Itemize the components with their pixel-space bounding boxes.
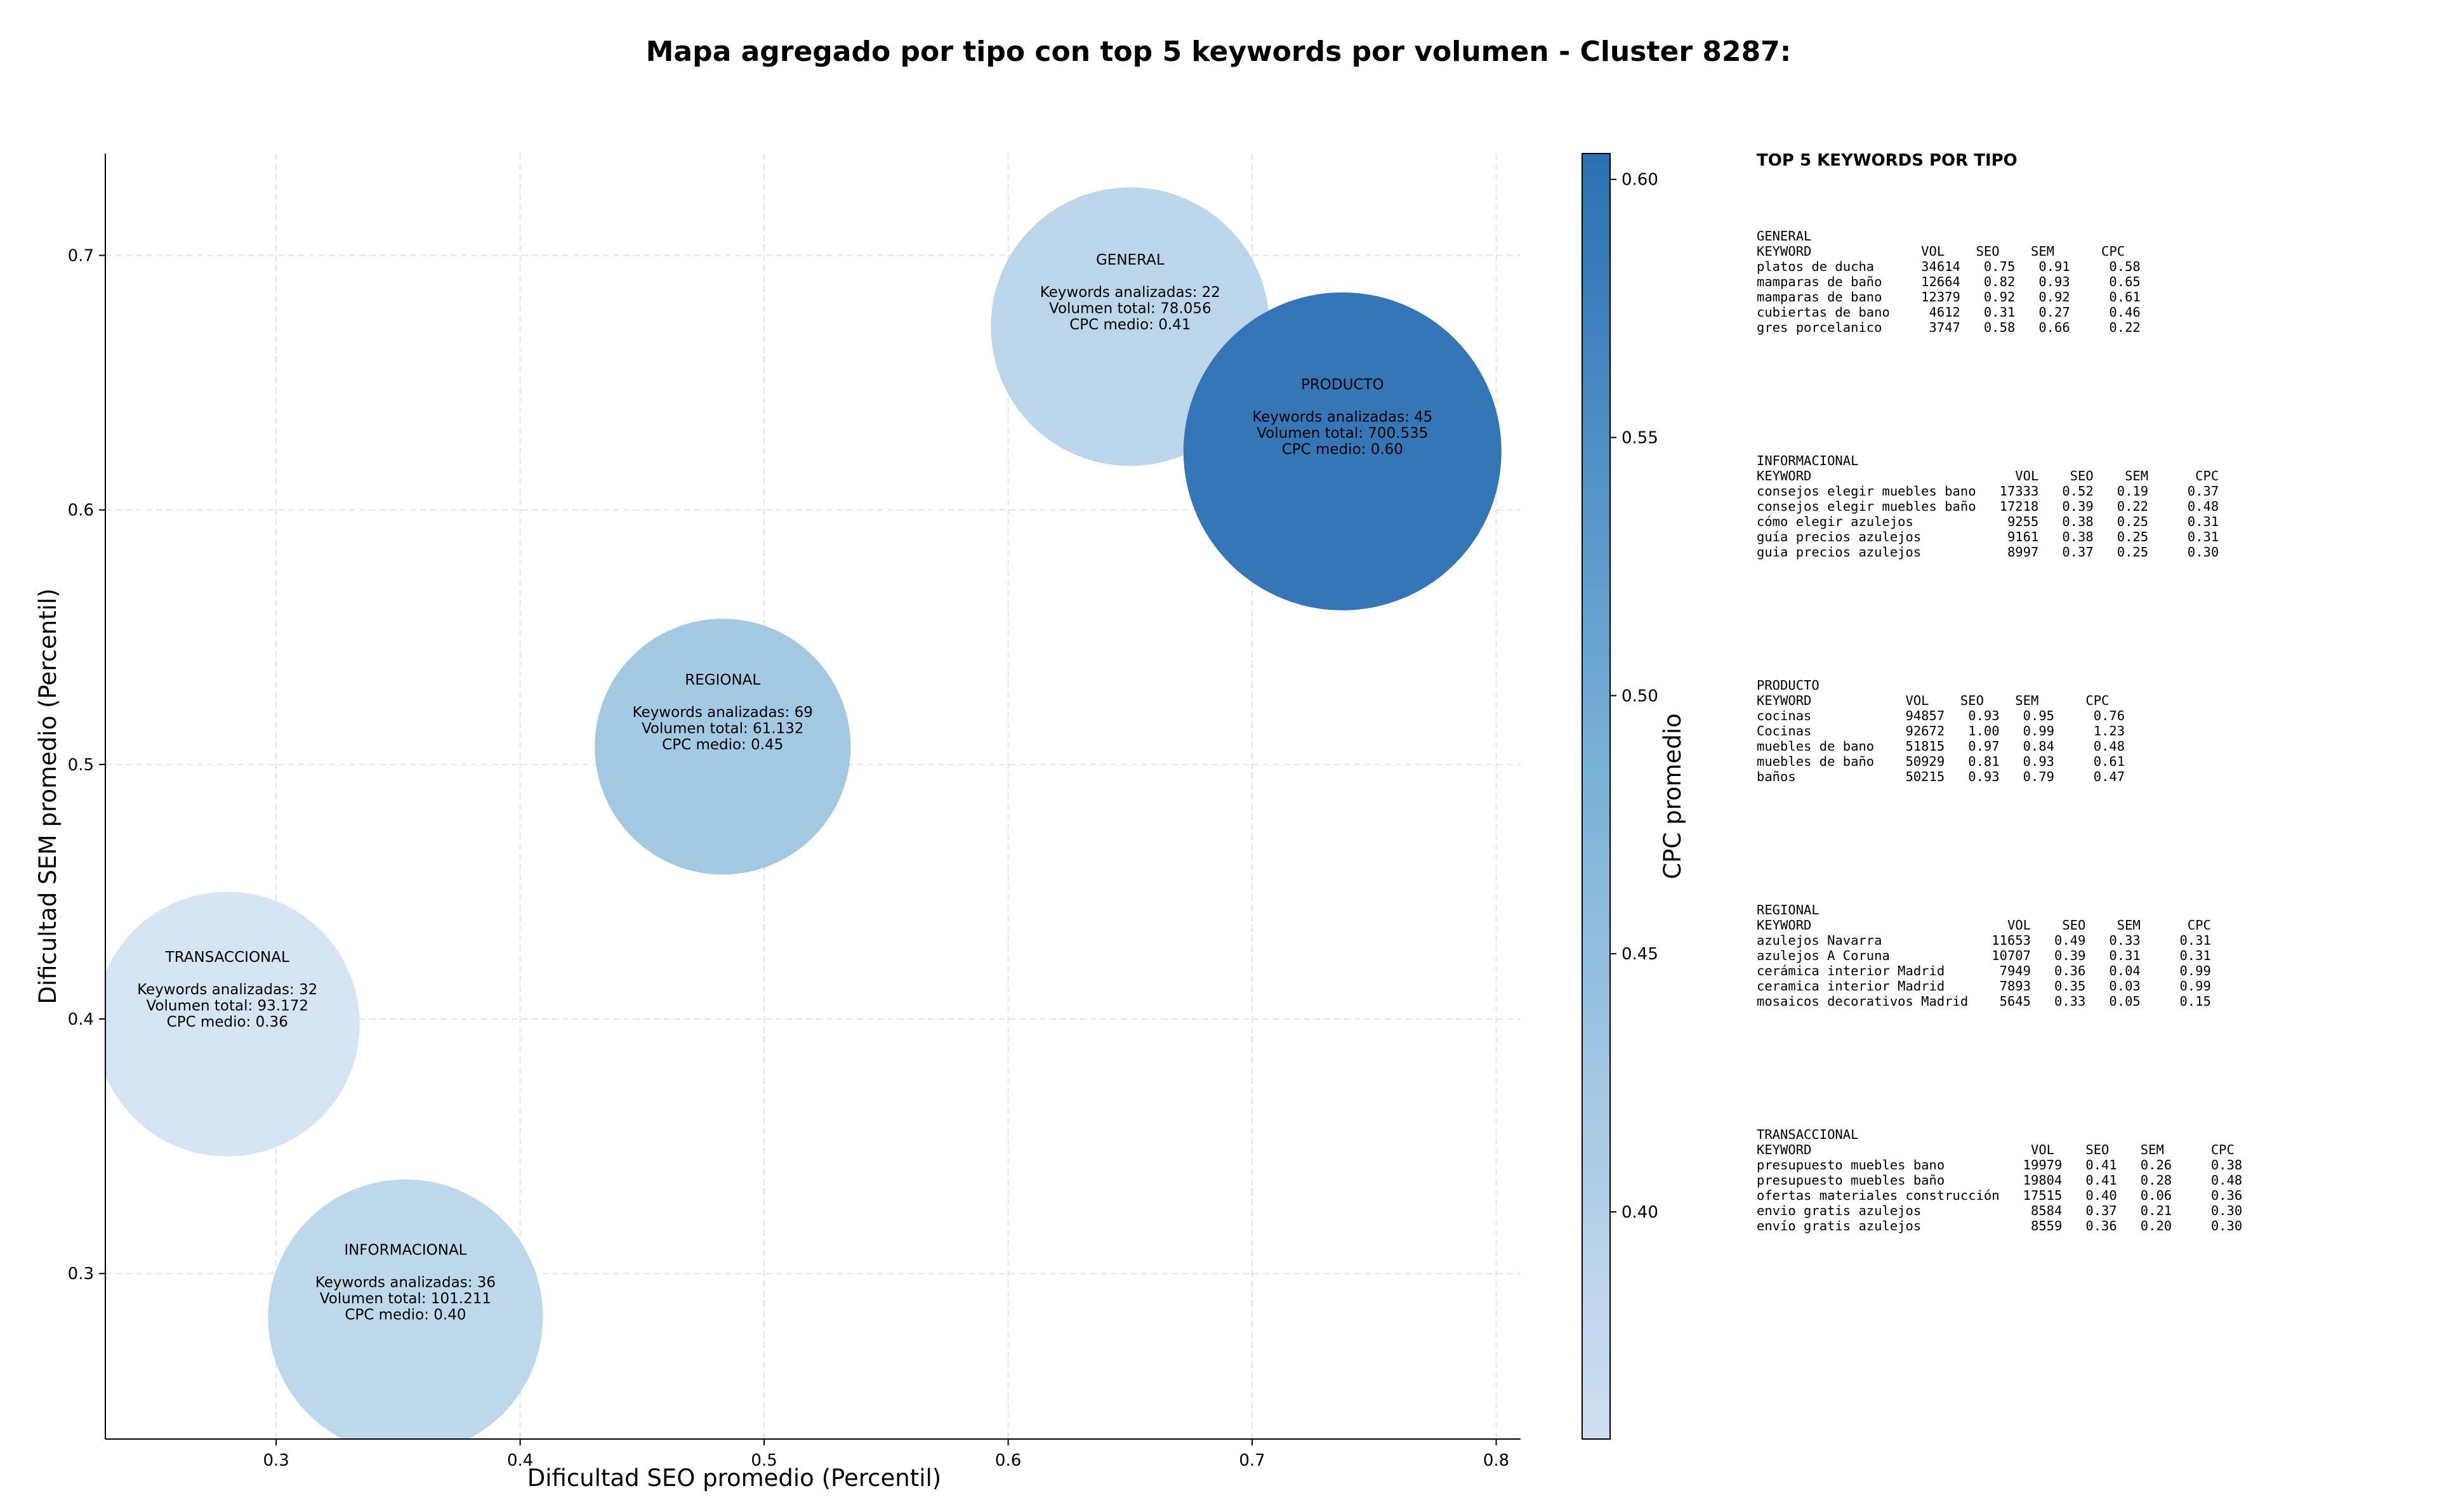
bubble-label-keywords-informacional: Keywords analizadas: 36 bbox=[315, 1274, 496, 1291]
colorbar-tick-label: 0.55 bbox=[1621, 429, 1658, 448]
bubble-informacional bbox=[268, 1179, 543, 1439]
keyword-tables: TOP 5 KEYWORDS POR TIPO GENERAL KEYWORD … bbox=[1757, 151, 2429, 1233]
chart-title: Mapa agregado por tipo con top 5 keyword… bbox=[645, 36, 1792, 68]
table-general-text: GENERAL KEYWORD VOL SEO SEM CPC platos d… bbox=[1757, 228, 2141, 335]
bubble-label-volume-informacional: Volumen total: 101.211 bbox=[320, 1291, 491, 1307]
y-tick-label: 0.4 bbox=[68, 1010, 94, 1029]
x-axis-label: Dificultad SEO promedio (Percentil) bbox=[527, 1464, 941, 1492]
bubble-regional bbox=[595, 619, 851, 875]
bubble-label-type-producto: PRODUCTO bbox=[1301, 376, 1384, 393]
bubble-label-cpc-transaccional: CPC medio: 0.36 bbox=[167, 1014, 288, 1030]
x-tick-label: 0.5 bbox=[751, 1451, 777, 1470]
colorbar-tick-label: 0.40 bbox=[1621, 1203, 1658, 1222]
bubble-label-type-regional: REGIONAL bbox=[685, 672, 760, 688]
x-tick-label: 0.4 bbox=[507, 1451, 533, 1470]
bubble-transaccional bbox=[105, 891, 360, 1157]
bubble-label-type-transaccional: TRANSACCIONAL bbox=[165, 949, 289, 966]
bubble-producto bbox=[1183, 292, 1502, 610]
bubble-label-cpc-general: CPC medio: 0.41 bbox=[1069, 317, 1191, 333]
colorbar-tick-label: 0.50 bbox=[1621, 687, 1658, 706]
table-producto-text: PRODUCTO KEYWORD VOL SEO SEM CPC cocinas… bbox=[1757, 678, 2125, 784]
bubble-label-cpc-regional: CPC medio: 0.45 bbox=[662, 737, 783, 753]
x-tick-label: 0.3 bbox=[263, 1451, 289, 1470]
colorbar-label: CPC promedio bbox=[1659, 713, 1686, 879]
bubble-label-type-general: GENERAL bbox=[1096, 252, 1165, 268]
x-tick-label: 0.6 bbox=[995, 1451, 1021, 1470]
bubble-label-volume-producto: Volumen total: 700.535 bbox=[1257, 425, 1428, 442]
bubbles bbox=[105, 187, 1502, 1439]
bubble-label-volume-regional: Volumen total: 61.132 bbox=[642, 720, 804, 737]
colorbar-gradient bbox=[1582, 153, 1611, 1440]
y-tick-label: 0.7 bbox=[68, 246, 94, 265]
colorbar-tick-label: 0.60 bbox=[1621, 171, 1658, 190]
bubble-label-volume-transaccional: Volumen total: 93.172 bbox=[146, 998, 308, 1015]
bubble-label-volume-general: Volumen total: 78.056 bbox=[1049, 300, 1212, 317]
bubble-label-keywords-producto: Keywords analizadas: 45 bbox=[1252, 409, 1432, 425]
bubble-label-keywords-general: Keywords analizadas: 22 bbox=[1040, 284, 1220, 301]
table-informacional-text: INFORMACIONAL KEYWORD VOL SEO SEM CPC co… bbox=[1757, 453, 2219, 560]
colorbar-tick-label: 0.45 bbox=[1621, 945, 1658, 964]
tables-heading: TOP 5 KEYWORDS POR TIPO bbox=[1757, 151, 2018, 170]
bubble-label-keywords-regional: Keywords analizadas: 69 bbox=[633, 704, 813, 721]
table-general: GENERAL KEYWORD VOL SEO SEM CPC platos d… bbox=[1757, 228, 2141, 335]
y-tick-label: 0.3 bbox=[68, 1265, 94, 1284]
y-tick-label: 0.5 bbox=[68, 756, 94, 775]
y-tick-label: 0.6 bbox=[68, 501, 94, 520]
x-tick-label: 0.8 bbox=[1483, 1451, 1509, 1470]
colorbar: 0.40 0.45 0.50 0.55 0.60 CPC promedio bbox=[1582, 153, 1686, 1440]
table-producto: PRODUCTO KEYWORD VOL SEO SEM CPC cocinas… bbox=[1757, 678, 2125, 784]
axes: 0.3 0.4 0.5 0.6 0.7 0.8 0.3 0.4 0.5 0.6 0.7 Dificul… bbox=[34, 154, 1521, 1492]
table-informacional: INFORMACIONAL KEYWORD VOL SEO SEM CPC co… bbox=[1757, 453, 2219, 560]
bubble-label-keywords-transaccional: Keywords analizadas: 32 bbox=[137, 982, 317, 998]
table-transaccional-text: TRANSACCIONAL KEYWORD VOL SEO SEM CPC pr… bbox=[1757, 1127, 2243, 1233]
table-regional: REGIONAL KEYWORD VOL SEO SEM CPC azulejo… bbox=[1757, 902, 2211, 1009]
bubble-label-type-informacional: INFORMACIONAL bbox=[344, 1242, 466, 1258]
bubble-label-cpc-producto: CPC medio: 0.60 bbox=[1282, 441, 1403, 457]
bubble-label-cpc-informacional: CPC medio: 0.40 bbox=[345, 1306, 466, 1323]
x-tick-label: 0.7 bbox=[1239, 1451, 1265, 1470]
y-axis-label: Dificultad SEM promedio (Percentil) bbox=[34, 588, 62, 1004]
table-regional-text: REGIONAL KEYWORD VOL SEO SEM CPC azulejo… bbox=[1757, 902, 2211, 1009]
table-transaccional: TRANSACCIONAL KEYWORD VOL SEO SEM CPC pr… bbox=[1757, 1127, 2242, 1233]
